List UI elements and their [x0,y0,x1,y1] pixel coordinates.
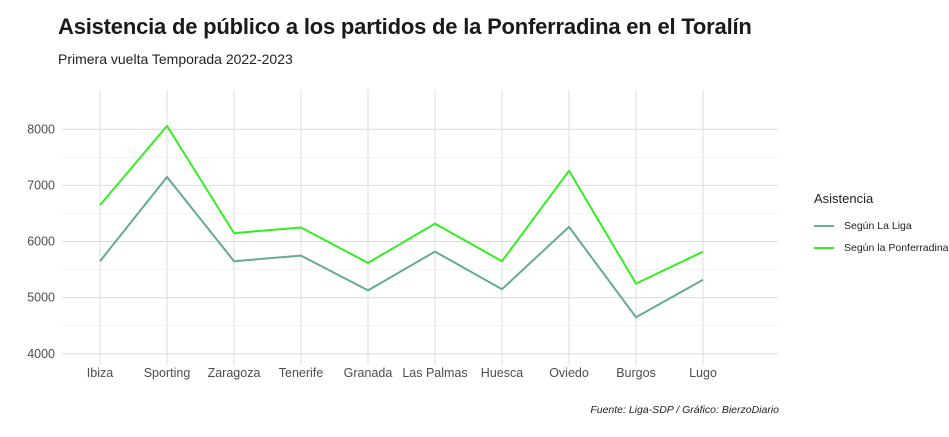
chart-title: Asistencia de público a los partidos de … [58,14,752,39]
legend-item-ponferradina: Según la Ponferradina [814,240,949,256]
x-tick-label: Sporting [144,366,191,380]
legend-key-ponferradina [814,247,834,249]
y-tick-label: 7000 [27,178,55,192]
x-tick-label: Burgos [616,366,656,380]
series-line-ponferradina [99,124,704,285]
legend-label-la-liga: Según La Liga [844,220,912,232]
y-tick-label: 6000 [27,235,55,249]
legend-item-la-liga: Según La Liga [814,218,912,234]
x-tick-label: Zaragoza [208,366,261,380]
legend-label-ponferradina: Según la Ponferradina [844,242,949,254]
x-tick-label: Oviedo [549,366,589,380]
x-tick-label: Las Palmas [402,366,467,380]
x-tick-label: Lugo [689,366,717,380]
series-line-la-liga [99,176,704,319]
x-tick-label: Tenerife [279,366,324,380]
y-tick-label: 4000 [27,347,55,361]
legend-key-la-liga [814,225,834,227]
y-tick-label: 8000 [27,122,55,136]
legend-title: Asistencia [814,191,874,206]
x-tick-label: Huesca [481,366,523,380]
x-tick-label: Granada [344,366,393,380]
chart-caption: Fuente: Liga-SDP / Gráfico: BierzoDiario [590,404,779,416]
y-tick-label: 5000 [27,291,55,305]
x-tick-label: Ibiza [87,366,113,380]
chart-subtitle: Primera vuelta Temporada 2022-2023 [58,51,293,67]
